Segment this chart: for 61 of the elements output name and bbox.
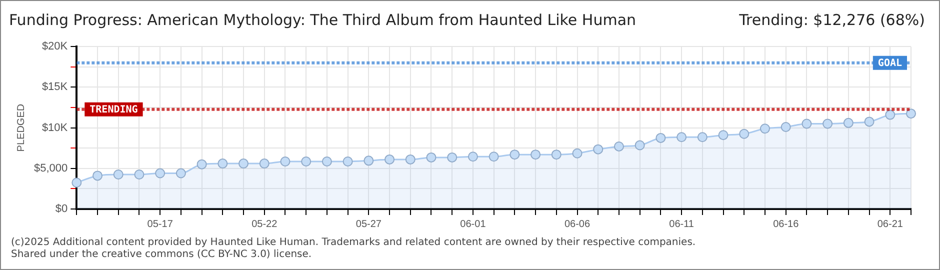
y-tick-label: $5,000 [34,162,68,174]
point [280,156,290,166]
point [656,132,666,143]
point [426,152,436,162]
ref-line-label: TRENDING [90,104,138,116]
x-tick-label: 05-22 [252,218,278,230]
point [238,158,249,169]
ref-line-label: GOAL [878,58,902,69]
x-tick-label: 06-21 [877,218,904,230]
y-tick-label: $10K [42,122,68,134]
point [530,150,541,160]
point [134,169,144,180]
point [364,156,374,166]
point [488,152,499,162]
point [676,132,687,142]
point [384,154,395,164]
point [864,116,874,127]
point [885,110,896,120]
point [634,140,645,150]
point [468,152,478,162]
point [196,159,207,170]
y-tick-label: $20K [42,40,68,53]
point [906,108,916,119]
point [593,144,604,154]
x-tick-label: 06-06 [564,218,590,230]
point [155,168,166,178]
chart-subtitle: Trending: $12,276 (68%) [739,11,925,29]
point [72,178,82,188]
chart-title: Funding Progress: American Mythology: The Third Album from Haunted Like Human [9,11,636,29]
point [822,118,833,129]
point [176,168,186,178]
point [614,141,624,152]
point [802,118,812,129]
point [301,156,312,166]
x-tick-label: 05-17 [147,218,174,230]
point [322,156,332,166]
y-axis-title: PLEDGED [16,104,27,152]
point [780,122,791,132]
point [760,124,770,134]
point [510,150,520,160]
x-tick-label: 06-11 [669,218,694,230]
point [551,150,562,160]
point [718,130,728,140]
point [113,169,124,180]
point [739,128,750,139]
point [218,158,228,169]
point [92,170,103,181]
y-tick-label: $0 [55,203,68,216]
x-tick-label: 06-16 [773,218,800,230]
text: (c)2025 Additional content provided by Haunted Like Human. Trademarks and related content are owned by their respective companies. [11,237,696,248]
point [447,152,458,162]
x-tick-label: 05-27 [356,218,382,230]
point [697,132,708,142]
y-tick-label: $15K [42,81,68,94]
x-tick-label: 06-01 [460,218,486,230]
text: Shared under the creative commons (CC BY-NC 3.0) license. [11,249,312,260]
point [572,148,582,158]
point [259,158,270,169]
point [342,156,353,166]
point [405,154,416,164]
point [843,118,854,128]
